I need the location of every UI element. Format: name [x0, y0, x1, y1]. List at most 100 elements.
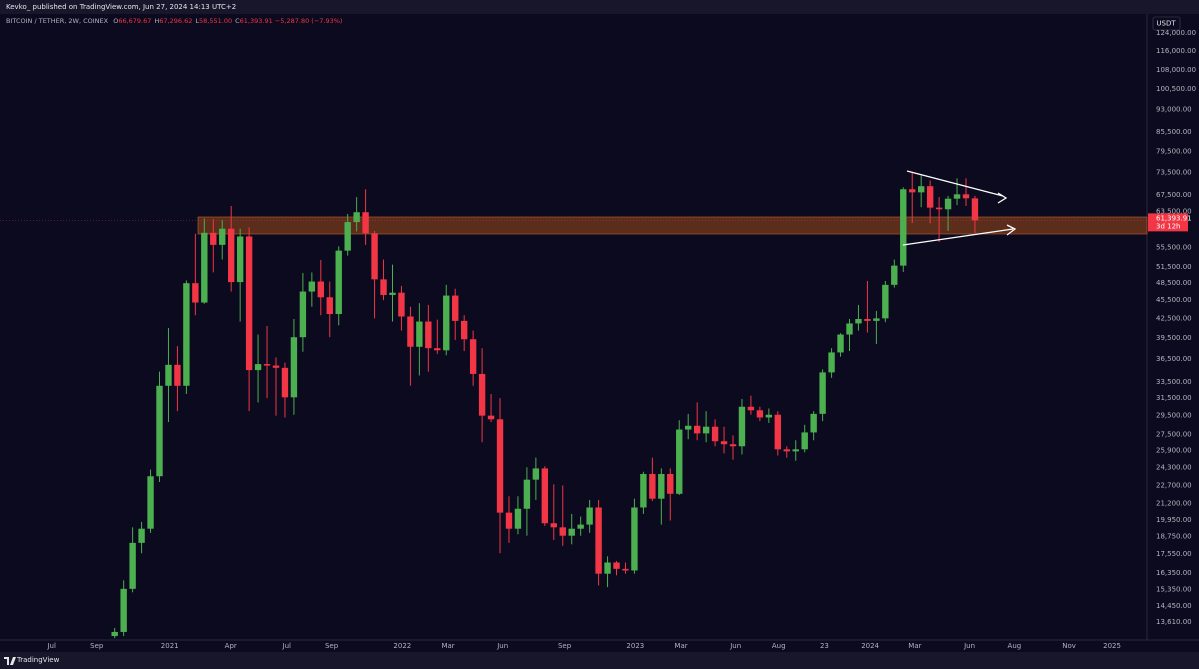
x-tick-label: Sep [325, 642, 339, 650]
candle-body [308, 281, 316, 292]
candle-body [514, 508, 522, 529]
candle-body [434, 348, 441, 351]
candle-body [747, 406, 755, 411]
y-tick-label: 45,500.00 [1156, 296, 1192, 304]
last-price-label: 61,393.91 [1156, 214, 1192, 222]
candle-body [317, 281, 325, 298]
candle-body [667, 473, 674, 494]
candle-body [236, 236, 244, 283]
y-tick-label: 63,500.00 [1156, 207, 1192, 215]
x-tick-label: Sep [558, 642, 572, 650]
candle-body [487, 415, 495, 420]
legend-value: 61,393.91 [239, 17, 273, 25]
candle-body [568, 528, 575, 536]
candle-body [926, 186, 934, 208]
candle-body [685, 425, 692, 430]
candle-body [138, 528, 145, 543]
currency-box[interactable] [1152, 16, 1181, 31]
candle-body [783, 449, 790, 452]
legend-value: 66,679.67 [118, 17, 152, 25]
y-tick-label: 22,700.00 [1156, 481, 1192, 489]
candle-body [227, 228, 235, 283]
y-tick-label: 17,550.00 [1156, 550, 1192, 558]
y-tick-label: 67,500.00 [1156, 191, 1192, 199]
candle-body [774, 414, 782, 450]
candle-body [263, 364, 271, 366]
candle-body [962, 194, 970, 199]
candles [111, 171, 979, 639]
x-tick-label: Jul [282, 642, 292, 650]
candle-body [443, 295, 450, 351]
y-tick-label: 108,000.00 [1156, 66, 1196, 74]
candle-body [219, 228, 226, 245]
candle-body [971, 198, 979, 221]
symbol-title: BITCOIN / TETHER, 2W, COINEX [6, 17, 109, 25]
y-tick-label: 100,500.00 [1156, 85, 1196, 93]
candle-body [953, 194, 961, 199]
candle-body [344, 222, 351, 251]
candle-body [272, 365, 280, 368]
candle-body [156, 385, 163, 477]
x-tick-label: Jun [729, 642, 741, 650]
x-tick-label: Jul [46, 642, 56, 650]
candle-body [559, 527, 566, 536]
y-tick-label: 36,500.00 [1156, 355, 1192, 363]
legend-value: 67,296.62 [159, 17, 193, 25]
candle-body [720, 441, 728, 445]
candle-body [111, 631, 118, 637]
candle-body [201, 232, 208, 303]
candle-body [891, 265, 898, 285]
x-tick-label: Aug [1008, 642, 1022, 650]
legend-key: C [235, 17, 240, 25]
candle-body [595, 507, 602, 574]
y-tick-label: 79,500.00 [1156, 148, 1192, 156]
x-tick-label: 2025 [1103, 642, 1121, 650]
candle-body [810, 413, 817, 433]
candle-body [586, 507, 593, 525]
candle-body [613, 562, 620, 569]
y-tick-label: 85,500.00 [1156, 128, 1192, 136]
plot-background [0, 14, 1147, 640]
y-tick-label: 31,500.00 [1156, 394, 1192, 402]
y-tick-label: 24,300.00 [1156, 463, 1192, 471]
currency-label: USDT [1156, 20, 1176, 28]
brand: TradingView [17, 656, 60, 664]
candle-body [864, 318, 871, 321]
candle-body [658, 473, 665, 499]
lower-trendline [902, 228, 1014, 246]
candle-body [640, 473, 647, 508]
candle-body [846, 323, 853, 335]
x-tick-label: Aug [772, 642, 786, 650]
candle-body [452, 295, 459, 321]
candle-body [505, 512, 513, 529]
last-price-box [1148, 213, 1188, 232]
header: Kevko_ published on TradingView.com, Jun… [0, 0, 1199, 14]
lower-arrow [1006, 224, 1017, 236]
candle-body [254, 364, 262, 371]
candle-body [604, 562, 611, 574]
candle-body [496, 419, 504, 513]
x-tick-label: 2023 [626, 642, 644, 650]
candle-body [398, 292, 405, 317]
x-tick-label: Mar [674, 642, 687, 650]
candle-body [210, 232, 217, 245]
candle-body [819, 372, 826, 414]
y-tick-label: 19,950.00 [1156, 516, 1192, 524]
candle-body [756, 410, 764, 418]
legend-value: 58,551.00 [199, 17, 233, 25]
y-tick-label: 18,750.00 [1156, 532, 1192, 540]
chart: USDT 124,000.00 116,000.00 108,000.00 100,5… [0, 14, 1199, 650]
candle-body [577, 524, 584, 529]
candle-body [541, 468, 549, 524]
candle-body [944, 198, 952, 210]
y-tick-label: 116,000.00 [1156, 47, 1196, 55]
x-tick-label: Jun [496, 642, 508, 650]
legend-key: L [195, 17, 200, 25]
candle-body [478, 373, 486, 416]
x-tick-label: Mar [908, 642, 921, 650]
y-tick-label: 55,500.00 [1156, 243, 1192, 251]
candle-body [631, 507, 638, 571]
candle-body [416, 321, 423, 347]
candle-body [183, 283, 190, 386]
